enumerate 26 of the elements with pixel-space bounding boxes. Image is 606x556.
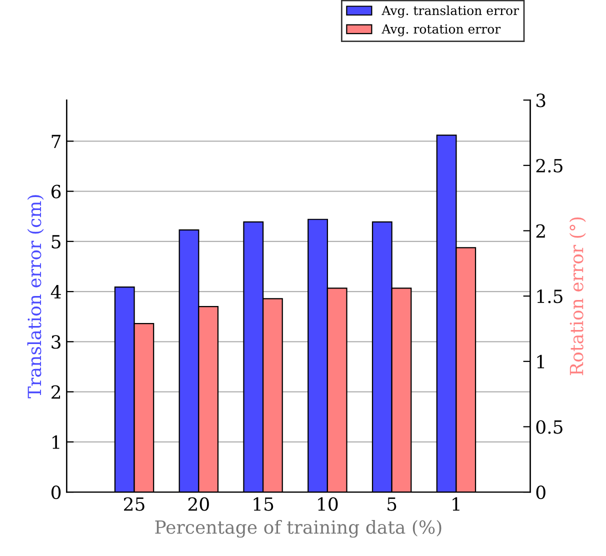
x-tick-label: 15 bbox=[254, 497, 274, 511]
y-tick-label: 2 bbox=[52, 385, 60, 399]
y-axis-title: Translation error (cm) bbox=[27, 195, 44, 398]
legend-label: Avg. rotation error bbox=[382, 24, 501, 36]
y2-tick-label: 3 bbox=[536, 94, 546, 108]
x-axis-title: Percentage of training data (%) bbox=[155, 520, 442, 538]
y-tick-label: 0 bbox=[52, 486, 61, 500]
y2-tick-label: 1 bbox=[537, 354, 544, 368]
y-tick-label: 4 bbox=[50, 285, 61, 298]
y-tick-label: 5 bbox=[52, 235, 60, 249]
y-tick-label: 3 bbox=[52, 335, 60, 349]
y2-tick-label: 1.5 bbox=[537, 290, 562, 304]
y-tick-label: 1 bbox=[52, 435, 60, 449]
y-tick-label: 6 bbox=[52, 184, 61, 198]
y2-tick-label: 2.5 bbox=[536, 158, 562, 173]
y2-axis-title: Rotation error (°) bbox=[569, 217, 586, 376]
x-tick-label: 5 bbox=[388, 497, 396, 511]
x-tick-label: 20 bbox=[188, 497, 209, 511]
x-tick-label: 25 bbox=[124, 497, 144, 511]
y2-tick-label: 0 bbox=[536, 486, 546, 500]
y-tick-label: 7 bbox=[52, 134, 60, 148]
y2-tick-label: 2 bbox=[536, 224, 545, 238]
y2-tick-label: 0.5 bbox=[536, 420, 562, 434]
x-tick-label: 1 bbox=[452, 497, 460, 511]
legend-label: Avg. translation error bbox=[382, 5, 519, 18]
x-tick-label: 10 bbox=[318, 497, 338, 511]
